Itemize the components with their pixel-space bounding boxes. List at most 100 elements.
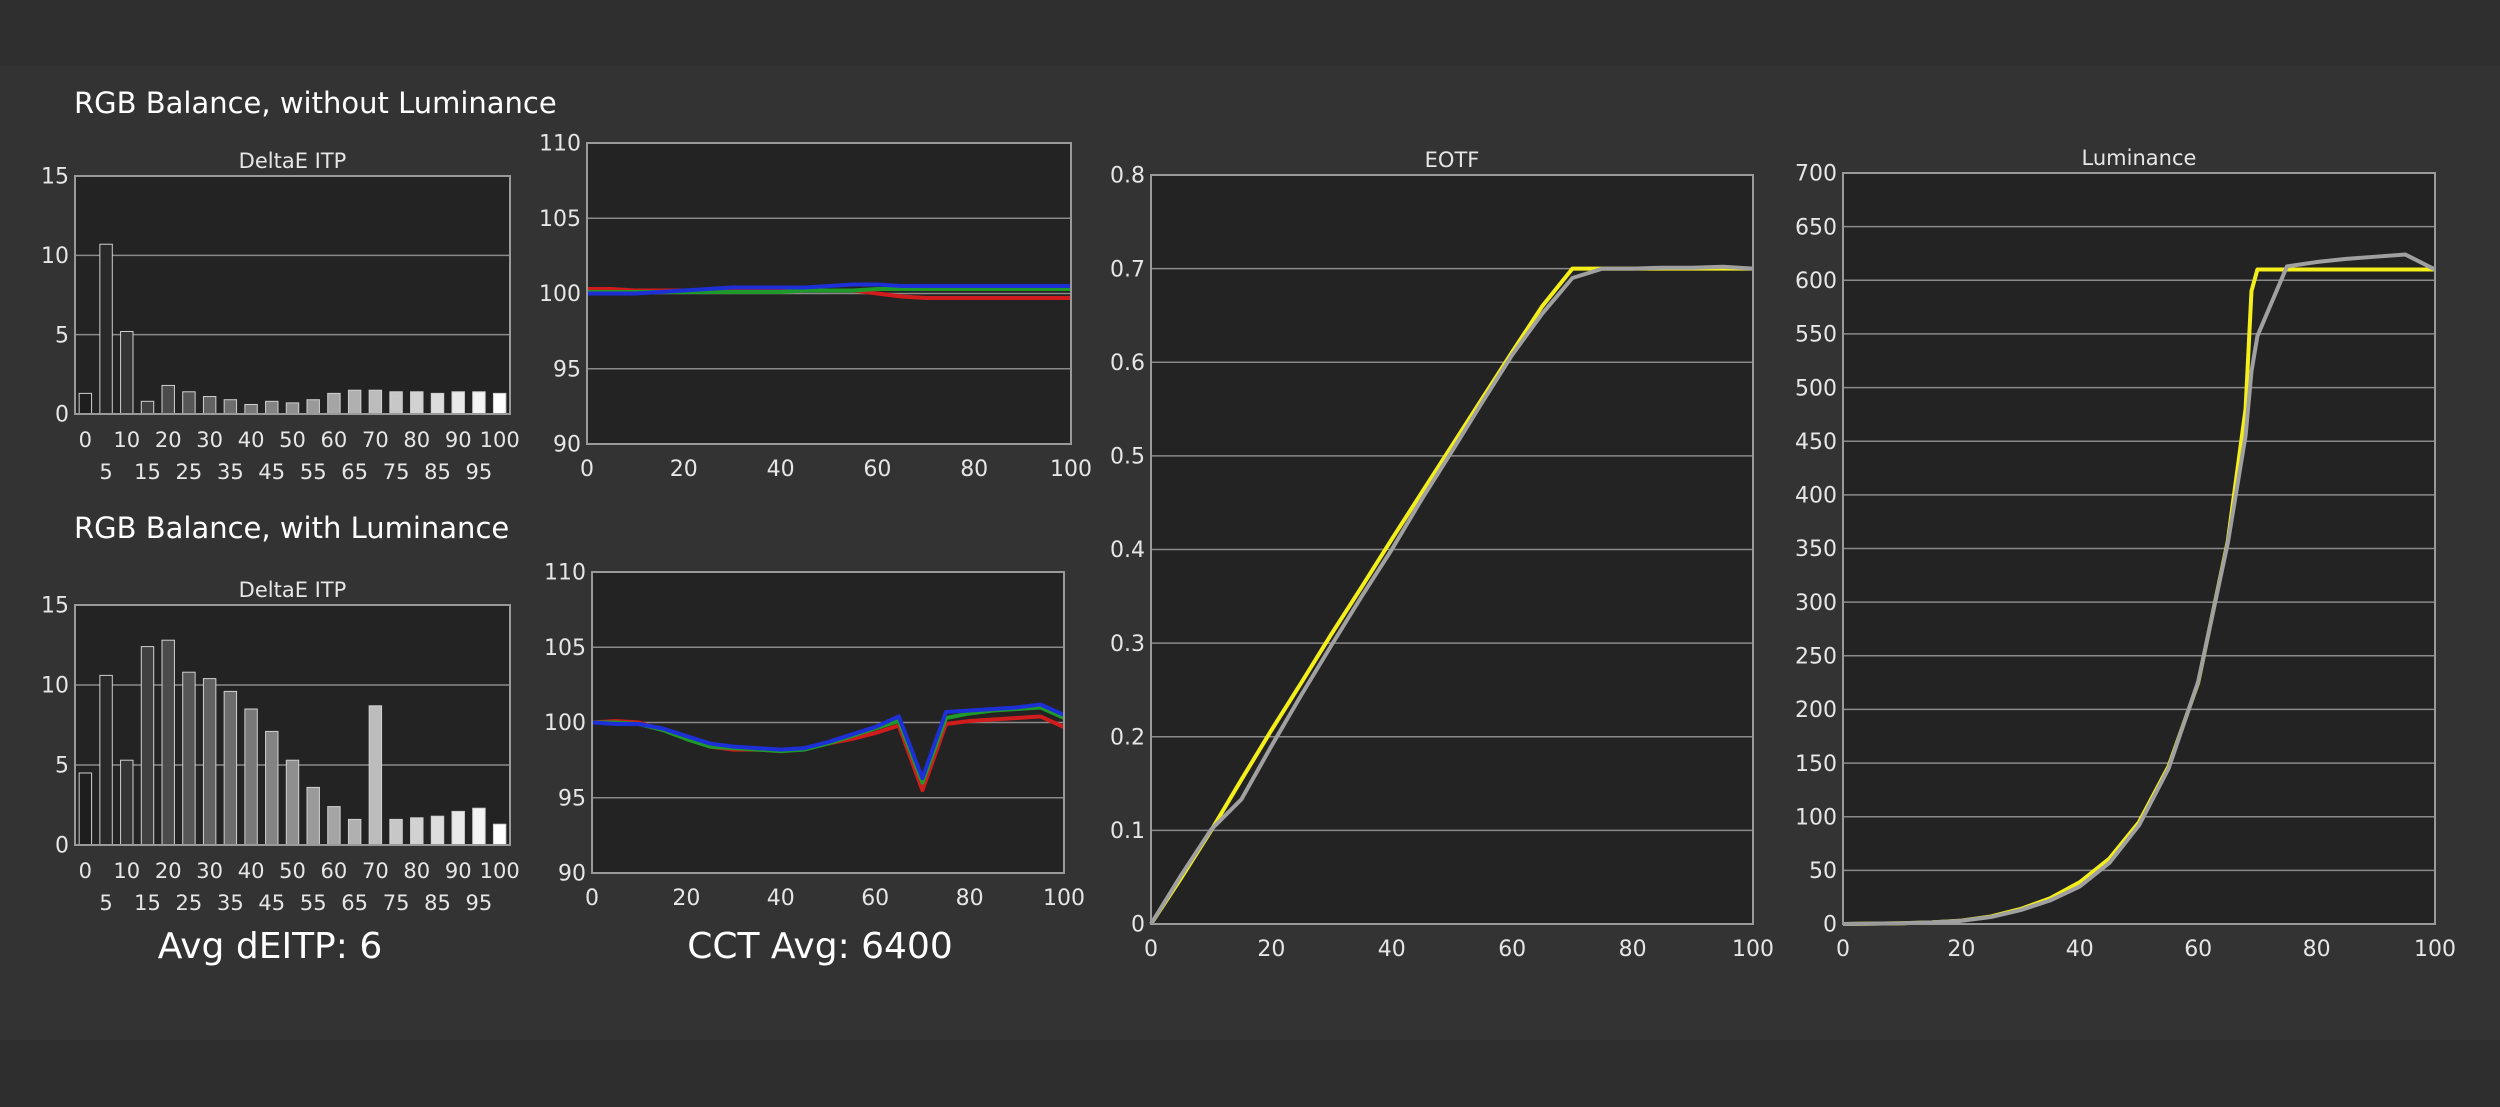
eotf-series-gray	[1149, 264, 1754, 926]
luminance-ytick-label: 100	[1795, 805, 1837, 830]
deltae_without_luminance-xtick-label: 30	[196, 428, 223, 452]
deltae_with_luminance-xtick-label: 30	[196, 859, 223, 883]
deltae_with_luminance-bar	[244, 708, 258, 846]
deltae_with_luminance-xtick-label: 85	[424, 891, 451, 915]
luminance-ytick-label: 250	[1795, 644, 1837, 669]
deltae_with_luminance-xtick-label: 80	[403, 859, 430, 883]
deltae_with_luminance-xtick-label: 15	[134, 891, 161, 915]
deltae_with_luminance-xtick-label: 70	[362, 859, 389, 883]
eotf-ytick-label: 0.2	[1110, 725, 1145, 750]
luminance-ytick-label: 600	[1795, 269, 1837, 294]
luminance-series-gray	[1842, 252, 2436, 926]
deltae_with_luminance-xtick-label: 95	[466, 891, 493, 915]
deltae_without_luminance-xtick-label: 35	[217, 460, 244, 484]
rgb_with_luminance-ytick-label: 105	[544, 636, 586, 661]
deltae_without_luminance-title: DeltaE ITP	[239, 149, 347, 173]
deltae_without_luminance-bar	[430, 392, 445, 415]
rgb_without_luminance-xtick-label: 20	[670, 457, 698, 482]
deltae_with_luminance-bar	[120, 759, 134, 846]
luminance-ytick-label: 450	[1795, 430, 1837, 455]
deltae_with_luminance-bar	[223, 690, 238, 846]
deltae_without_luminance-bar	[410, 391, 424, 415]
rgb_with_luminance-xtick-label: 0	[585, 886, 599, 911]
deltae_with_luminance-bar	[265, 730, 279, 846]
deltae_with_luminance-xtick-label: 65	[341, 891, 368, 915]
rgb_with_luminance-ytick-label: 90	[558, 862, 586, 887]
deltae_without_luminance-bar	[492, 392, 507, 415]
deltae_without_luminance-xtick-label: 100	[480, 428, 520, 452]
deltae_without_luminance-bar	[223, 399, 238, 415]
rgb_without_luminance-xtick-label: 100	[1050, 457, 1092, 482]
eotf-ytick-label: 0.7	[1110, 257, 1145, 282]
deltae_with_luminance-xtick-label: 45	[258, 891, 285, 915]
deltae_with_luminance-bar	[368, 705, 383, 846]
deltae_with_luminance-xtick-label: 75	[383, 891, 410, 915]
deltae_without_luminance-xtick-label: 80	[403, 428, 430, 452]
deltae_without_luminance-xtick-label: 0	[79, 428, 92, 452]
rgb_with_luminance-ytick-label: 110	[544, 561, 586, 586]
rgb_without_luminance-ytick-label: 95	[553, 357, 581, 382]
rgb_with_luminance-xtick-label: 80	[956, 886, 984, 911]
rgb_with_luminance-ytick-label: 100	[544, 711, 586, 736]
rgb_with_luminance-xtick-label: 20	[672, 886, 700, 911]
deltae_without_luminance-bar	[472, 391, 486, 415]
deltae_without_luminance-bar	[306, 399, 320, 415]
rgb_with_luminance-ytick-label: 95	[558, 786, 586, 811]
deltae_without_luminance-xtick-label: 55	[300, 460, 327, 484]
deltae_without_luminance-bar	[347, 389, 362, 415]
heading-without-luminance: RGB Balance, without Luminance	[74, 86, 557, 120]
eotf-ytick-label: 0.8	[1110, 164, 1145, 189]
deltae_with_luminance-bar	[451, 810, 465, 846]
luminance-xtick-label: 0	[1836, 937, 1850, 962]
eotf-xtick-label: 60	[1498, 937, 1526, 962]
rgb_without_luminance-ytick-label: 100	[539, 282, 581, 307]
deltae_without_luminance-bar	[120, 330, 134, 415]
luminance-ytick-label: 500	[1795, 376, 1837, 401]
heading-with-luminance: RGB Balance, with Luminance	[74, 511, 510, 545]
deltae_without_luminance-bar	[368, 389, 383, 415]
luminance-ytick-label: 300	[1795, 591, 1837, 616]
eotf-ytick-label: 0.5	[1110, 445, 1145, 470]
deltae_without_luminance-xtick-label: 45	[258, 460, 285, 484]
luminance-ytick-label: 350	[1795, 537, 1837, 562]
deltae_with_luminance-frame	[74, 604, 511, 846]
luminance-xtick-label: 20	[1947, 937, 1975, 962]
luminance-xtick-label: 60	[2184, 937, 2212, 962]
luminance-ytick-label: 0	[1823, 913, 1837, 938]
eotf-title: EOTF	[1425, 148, 1480, 172]
rgb_without_luminance-xtick-label: 40	[767, 457, 795, 482]
deltae_without_luminance-xtick-label: 20	[155, 428, 182, 452]
deltae_with_luminance-ytick-label: 15	[41, 594, 69, 619]
rgb_without_luminance-xtick-label: 60	[863, 457, 891, 482]
deltae_with_luminance-xtick-label: 90	[445, 859, 472, 883]
rgb_without_luminance-ytick-label: 110	[539, 132, 581, 157]
deltae_with_luminance-ytick-label: 0	[55, 834, 69, 859]
luminance-frame	[1842, 172, 2436, 925]
rgb_without_luminance-ytick-label: 105	[539, 207, 581, 232]
deltae_with_luminance-xtick-label: 5	[99, 891, 112, 915]
deltae_with_luminance-xtick-label: 0	[79, 859, 92, 883]
deltae_with_luminance-bar	[472, 807, 486, 846]
deltae_with_luminance-bar	[202, 678, 217, 846]
eotf-xtick-label: 80	[1619, 937, 1647, 962]
top-band	[0, 0, 2500, 66]
deltae_without_luminance-bar	[78, 392, 93, 415]
eotf-ytick-label: 0.3	[1110, 632, 1145, 657]
deltae_without_luminance-xtick-label: 40	[238, 428, 265, 452]
luminance-ytick-label: 650	[1795, 215, 1837, 240]
rgb_without_luminance-ytick-label: 90	[553, 433, 581, 458]
luminance-xtick-label: 80	[2303, 937, 2331, 962]
deltae_without_luminance-bar	[327, 392, 341, 415]
deltae_without_luminance-bar	[182, 391, 196, 415]
deltae_with_luminance-bar	[327, 806, 341, 846]
deltae_without_luminance-xtick-label: 95	[466, 460, 493, 484]
deltae_with_luminance-xtick-label: 100	[480, 859, 520, 883]
deltae_without_luminance-xtick-label: 65	[341, 460, 368, 484]
deltae_with_luminance-bar	[182, 671, 196, 846]
rgb_with_luminance-series-blue	[591, 702, 1065, 781]
eotf-xtick-label: 20	[1257, 937, 1285, 962]
rgb_with_luminance-xtick-label: 60	[861, 886, 889, 911]
deltae_with_luminance-bar	[389, 818, 403, 846]
rgb_with_luminance-xtick-label: 40	[767, 886, 795, 911]
deltae_with_luminance-bar	[306, 786, 320, 846]
